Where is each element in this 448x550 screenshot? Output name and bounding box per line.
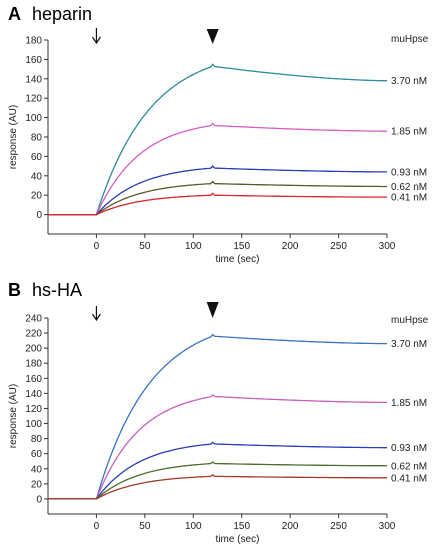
series-line [48, 333, 387, 500]
series-line [48, 461, 387, 500]
y-tick-label: 20 [31, 191, 43, 202]
x-tick-label: 300 [379, 241, 396, 252]
series-line [48, 473, 387, 500]
injection-start-arrow-head [91, 313, 101, 322]
x-tick-label: 50 [139, 241, 151, 252]
y-tick-label: 40 [31, 171, 43, 182]
x-tick-label: 250 [330, 521, 347, 532]
panel-letter: B [8, 280, 21, 300]
series-label: 3.70 nM [391, 76, 427, 87]
series-label: 0.41 nM [391, 193, 427, 204]
y-tick-label: 180 [25, 359, 42, 370]
legend-title: muHpse [391, 315, 429, 326]
series-line [48, 63, 387, 216]
series-line [48, 122, 387, 216]
y-tick-label: 240 [25, 314, 42, 325]
y-tick-label: 200 [25, 344, 42, 355]
series-label: 0.62 nM [391, 461, 427, 472]
series-line [48, 165, 387, 216]
x-tick-label: 100 [185, 521, 202, 532]
series-label: 3.70 nM [391, 339, 427, 350]
x-tick-label: 200 [282, 521, 299, 532]
series-label: 0.41 nM [391, 473, 427, 484]
x-tick-label: 100 [185, 241, 202, 252]
x-tick-label: 200 [282, 241, 299, 252]
y-tick-label: 60 [31, 449, 43, 460]
panel-title: heparin [32, 4, 92, 24]
y-tick-label: 0 [36, 494, 42, 505]
legend-title: muHpse [391, 34, 429, 45]
y-tick-label: 40 [31, 464, 43, 475]
series-label: 1.85 nM [391, 398, 427, 409]
series-line [48, 180, 387, 216]
series-label: 0.93 nM [391, 167, 427, 178]
injection-end-triangle [206, 29, 219, 44]
y-tick-label: 120 [25, 94, 42, 105]
series-line [48, 394, 387, 500]
x-tick-label: 150 [233, 521, 250, 532]
x-tick-label: 0 [94, 521, 100, 532]
y-tick-label: 100 [25, 419, 42, 430]
x-axis-label: time (sec) [216, 254, 260, 265]
y-tick-label: 140 [25, 74, 42, 85]
x-tick-label: 300 [379, 521, 396, 532]
x-tick-label: 250 [330, 241, 347, 252]
series-line [48, 441, 387, 500]
y-tick-label: 120 [25, 404, 42, 415]
y-tick-label: 220 [25, 329, 42, 340]
y-tick-label: 160 [25, 55, 42, 66]
series-label: 0.93 nM [391, 443, 427, 454]
panel-letter: A [8, 4, 21, 24]
y-tick-label: 160 [25, 374, 42, 385]
y-tick-label: 0 [36, 210, 42, 221]
y-tick-label: 140 [25, 389, 42, 400]
y-tick-label: 180 [25, 36, 42, 47]
x-tick-label: 50 [139, 521, 151, 532]
y-tick-label: 20 [31, 479, 43, 490]
injection-end-triangle [206, 302, 219, 318]
panel-title: hs-HA [32, 280, 82, 300]
x-axis-label: time (sec) [216, 534, 260, 545]
y-tick-label: 60 [31, 152, 43, 163]
y-tick-label: 100 [25, 113, 42, 124]
series-label: 0.62 nM [391, 182, 427, 193]
x-tick-label: 150 [233, 241, 250, 252]
y-tick-label: 80 [31, 133, 43, 144]
y-tick-label: 80 [31, 434, 43, 445]
series-label: 1.85 nM [391, 127, 427, 138]
y-axis-label: response (AU) [8, 384, 19, 448]
y-axis-label: response (AU) [8, 105, 19, 169]
x-tick-label: 0 [94, 241, 100, 252]
injection-start-arrow-head [91, 36, 101, 45]
series-line [48, 192, 387, 216]
